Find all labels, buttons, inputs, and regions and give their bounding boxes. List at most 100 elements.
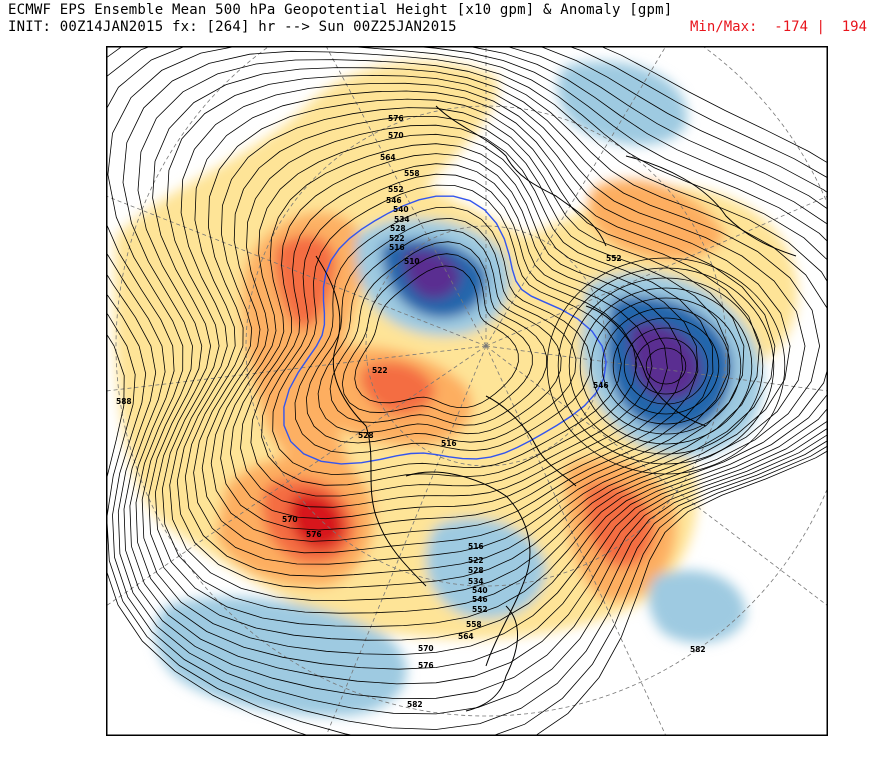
height-contour bbox=[137, 59, 828, 641]
contour-label: 534 bbox=[468, 577, 484, 586]
height-contour bbox=[201, 116, 729, 554]
contour-label: 576 bbox=[418, 661, 434, 670]
height-contour bbox=[106, 46, 828, 736]
contour-label: 534 bbox=[394, 215, 410, 224]
contour-label: 552 bbox=[388, 185, 404, 194]
height-contour bbox=[305, 217, 577, 444]
contour-label: 540 bbox=[472, 586, 488, 595]
height-contour bbox=[329, 241, 548, 426]
height-contour bbox=[546, 257, 786, 475]
meridian bbox=[485, 46, 667, 347]
init-time-label: INIT: 00Z14JAN2015 fx: [264] hr --> Sun … bbox=[8, 19, 457, 35]
contour-label: 516 bbox=[389, 243, 405, 252]
contour-label: 588 bbox=[116, 397, 132, 406]
height-contour bbox=[220, 133, 699, 531]
contour-label: 528 bbox=[358, 431, 374, 440]
height-contours bbox=[106, 46, 828, 736]
coastline bbox=[435, 105, 607, 247]
meridian bbox=[485, 345, 667, 736]
meridian bbox=[325, 46, 487, 347]
height-contour bbox=[152, 67, 821, 627]
contour-label: 546 bbox=[593, 381, 609, 390]
positive-anomaly-area bbox=[274, 235, 336, 328]
meridian bbox=[106, 195, 487, 347]
contour-label: 564 bbox=[458, 632, 474, 641]
height-contour bbox=[122, 50, 828, 656]
height-contour bbox=[176, 90, 776, 589]
contour-label: 558 bbox=[466, 620, 482, 629]
meridian bbox=[325, 345, 487, 736]
contour-label: 546 bbox=[386, 196, 402, 205]
height-contour bbox=[106, 46, 828, 685]
meridian bbox=[485, 195, 828, 347]
min-max-readout: Min/Max: -174 | 194 bbox=[690, 19, 867, 35]
height-contour bbox=[106, 46, 828, 736]
map-panel: 576 570 564 558 552 546 540 534 528 522 516 510 552 5… bbox=[106, 46, 828, 736]
map-frame bbox=[106, 46, 828, 736]
coastline bbox=[465, 605, 519, 712]
height-contour bbox=[590, 297, 742, 435]
contour-label: 570 bbox=[388, 131, 404, 140]
height-contour bbox=[169, 82, 791, 601]
coastline bbox=[485, 395, 577, 487]
height-contour bbox=[645, 347, 687, 385]
meridian bbox=[106, 345, 487, 392]
height-contour bbox=[210, 124, 714, 542]
height-contour bbox=[634, 337, 698, 395]
contour-label: 552 bbox=[606, 254, 622, 263]
coastline bbox=[315, 255, 427, 587]
height-contour bbox=[623, 327, 709, 405]
meridian bbox=[485, 345, 828, 392]
height-contour bbox=[601, 307, 731, 425]
contour-label: 552 bbox=[472, 605, 488, 614]
height-contour bbox=[294, 206, 592, 454]
meridian bbox=[485, 345, 828, 607]
coastline bbox=[585, 305, 707, 427]
coastlines bbox=[315, 105, 797, 712]
contour-label: 576 bbox=[388, 114, 404, 123]
contour-label: 582 bbox=[690, 645, 706, 654]
height-contour bbox=[184, 98, 760, 577]
coastline bbox=[625, 155, 797, 257]
height-contour bbox=[107, 46, 828, 670]
contour-label: 516 bbox=[468, 542, 484, 551]
contour-label: 522 bbox=[372, 366, 388, 375]
height-contour bbox=[106, 46, 828, 730]
height-contour bbox=[106, 46, 828, 700]
coastline bbox=[405, 471, 531, 667]
negative-anomaly-area bbox=[648, 570, 746, 643]
contour-label: 546 bbox=[472, 595, 488, 604]
height-contour bbox=[250, 163, 653, 497]
contour-label: 528 bbox=[468, 566, 484, 575]
height-contour bbox=[341, 253, 533, 417]
contour-label: 564 bbox=[380, 153, 396, 162]
height-contour bbox=[568, 277, 764, 455]
min-max-separator: | bbox=[816, 19, 825, 35]
height-contour bbox=[579, 287, 753, 445]
negative-anomaly-area bbox=[426, 518, 546, 619]
contour-label: 516 bbox=[441, 439, 457, 448]
min-max-label: Min/Max: bbox=[690, 19, 758, 35]
contour-label: 522 bbox=[389, 234, 405, 243]
height-contour bbox=[106, 46, 828, 715]
contour-label: 558 bbox=[404, 169, 420, 178]
contour-label: 540 bbox=[393, 205, 409, 214]
height-contour bbox=[317, 229, 562, 435]
height-contour bbox=[272, 184, 622, 476]
contour-label: 522 bbox=[468, 556, 484, 565]
contour-label: 582 bbox=[407, 700, 423, 709]
contour-label: 576 bbox=[306, 530, 322, 539]
height-contour bbox=[229, 143, 684, 520]
height-contour bbox=[557, 267, 775, 465]
height-contour bbox=[193, 107, 745, 565]
height-contour bbox=[354, 265, 519, 408]
contour-label: 570 bbox=[282, 515, 298, 524]
height-contour bbox=[283, 195, 607, 465]
negative-anomaly-area bbox=[557, 61, 687, 145]
contour-label: 528 bbox=[390, 224, 406, 233]
height-contour bbox=[261, 173, 638, 486]
height-contour bbox=[240, 153, 668, 508]
height-contour bbox=[612, 317, 720, 415]
